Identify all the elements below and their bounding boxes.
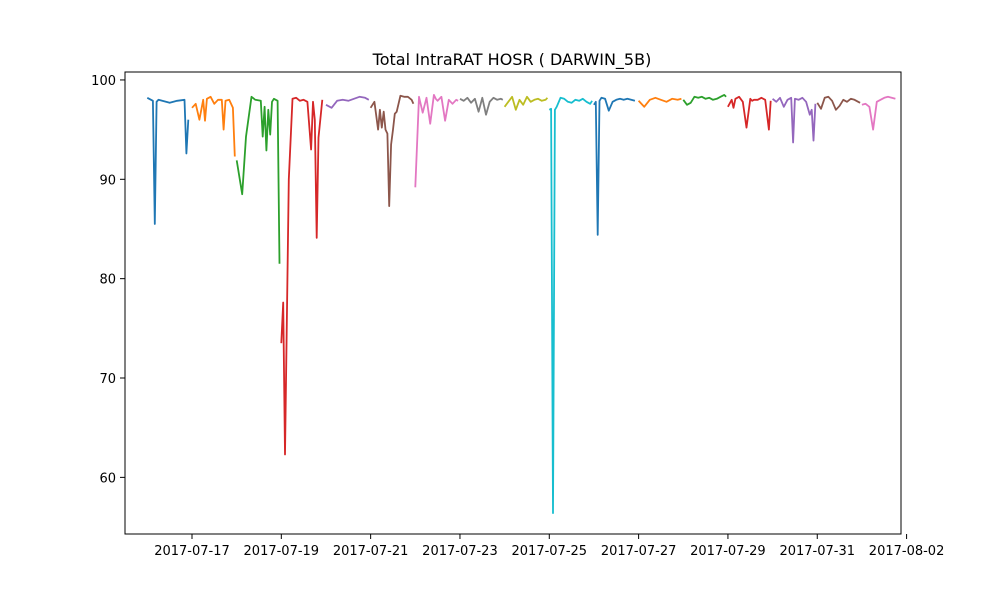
x-tick-label: 2017-07-17 [154, 544, 230, 559]
series-line-1 [146, 97, 190, 225]
y-tick-label: 80 [99, 273, 116, 288]
series-line-6 [369, 94, 415, 207]
series-line-2 [191, 95, 236, 157]
series-line-14 [727, 95, 772, 131]
chart-title: Total IntraRAT HOSR ( DARWIN_5B) [372, 50, 652, 70]
y-tick-label: 70 [99, 372, 116, 387]
series-line-13 [682, 94, 727, 106]
y-tick-label: 100 [91, 74, 116, 89]
x-tick-label: 2017-07-25 [512, 544, 588, 559]
x-tick-label: 2017-08-02 [869, 544, 945, 559]
y-axis: 60 70 80 90 100 [91, 74, 125, 486]
x-tick-label: 2017-07-23 [422, 544, 498, 559]
x-tick-label: 2017-07-19 [244, 544, 320, 559]
series-layer [146, 94, 896, 514]
series-line-17 [861, 95, 896, 131]
series-line-15 [772, 96, 817, 144]
x-tick-label: 2017-07-21 [333, 544, 409, 559]
series-line-7 [414, 94, 459, 188]
series-line-11 [593, 96, 636, 236]
series-line-16 [816, 95, 861, 111]
x-tick-label: 2017-07-29 [690, 544, 766, 559]
y-tick-label: 60 [99, 471, 116, 486]
series-line-4 [280, 96, 324, 456]
series-line-3 [235, 95, 281, 264]
series-line-8 [459, 96, 504, 116]
plot-frame [124, 71, 902, 535]
series-line-12 [637, 96, 682, 108]
series-line-9 [503, 95, 549, 111]
x-tick-label: 2017-07-31 [779, 544, 855, 559]
series-line-10 [548, 96, 593, 514]
x-tick-label: 2017-07-27 [601, 544, 677, 559]
series-line-5 [325, 95, 370, 109]
y-tick-label: 90 [99, 173, 116, 188]
x-axis: 2017-07-17 2017-07-19 2017-07-21 2017-07-23… [154, 534, 944, 559]
